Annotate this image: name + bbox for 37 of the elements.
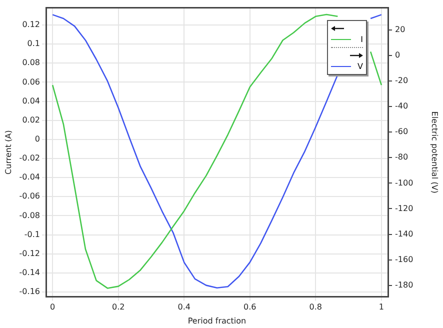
y2-tick-label: -160 <box>395 254 414 264</box>
legend-label: V <box>358 62 363 71</box>
y-tick-label: 0.08 <box>22 58 40 68</box>
y2-tick-label: -100 <box>395 178 414 188</box>
y2-tick-label: -140 <box>395 229 414 238</box>
x-tick-label: 0.6 <box>244 302 256 312</box>
y-tick-label: 0 <box>34 134 40 144</box>
y2-tick-label: -120 <box>395 204 414 213</box>
y2-tick-label: -60 <box>395 127 408 136</box>
y-tick-label: -0.14 <box>19 268 40 278</box>
y-tick-label: 0.12 <box>22 20 40 30</box>
y-tick-label: -0.02 <box>19 154 40 163</box>
y2-tick-label: -180 <box>395 280 414 290</box>
y-tick-label: -0.06 <box>19 192 40 201</box>
y-tick-label: -0.04 <box>19 172 40 182</box>
y-tick-label: -0.16 <box>19 287 40 296</box>
x-tick-label: 0 <box>50 302 56 312</box>
y2-tick-label: 0 <box>395 50 400 60</box>
y2-tick-label: -80 <box>395 152 408 162</box>
y-tick-label: 0.02 <box>22 115 40 124</box>
y-tick-label: -0.08 <box>19 210 40 220</box>
x-tick-label: 0.8 <box>309 302 322 312</box>
y-tick-label: -0.1 <box>24 230 40 239</box>
y-tick-label: 0.04 <box>22 96 40 106</box>
y-axis-title: Current (A) <box>4 130 13 174</box>
legend-label: I <box>360 34 363 44</box>
y2-tick-label: -20 <box>395 76 408 86</box>
x-tick-label: 1 <box>378 302 384 312</box>
x-tick-label: 0.2 <box>112 302 125 312</box>
x-axis-title: Period fraction <box>188 316 246 326</box>
y-tick-label: 0.1 <box>27 39 40 48</box>
x-tick-label: 0.4 <box>178 302 190 312</box>
y-tick-label: -0.12 <box>19 248 40 258</box>
y2-axis-title: Electric potential (V) <box>430 111 440 194</box>
y2-tick-label: 20 <box>395 25 406 34</box>
y2-tick-label: -40 <box>395 102 408 111</box>
y-tick-label: 0.06 <box>22 77 40 86</box>
